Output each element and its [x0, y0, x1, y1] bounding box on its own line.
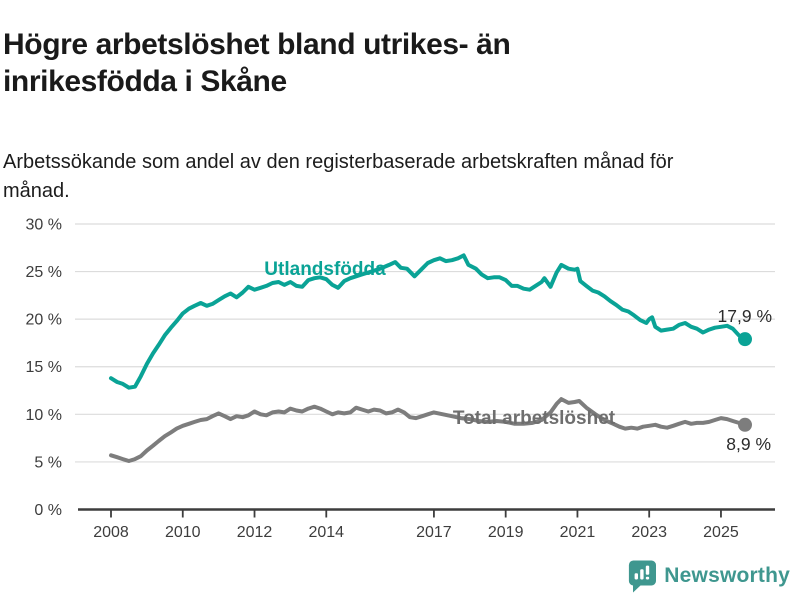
line-series-1: [109, 397, 747, 463]
y-tick-label-20: 20 %: [26, 312, 62, 329]
line-series-0: [109, 253, 747, 390]
x-tick-label-2025: 2025: [703, 524, 739, 541]
end-value-label-1: 8,9 %: [726, 434, 771, 454]
x-tick-label-2021: 2021: [560, 524, 596, 541]
y-tick-label-10: 10 %: [26, 407, 62, 424]
y-tick-label-30: 30 %: [26, 216, 62, 233]
newsworthy-logo[interactable]: Newsworthy: [627, 557, 790, 595]
end-dot-1: [737, 417, 752, 432]
page-title: Högre arbetslöshet bland utrikes- än inr…: [3, 28, 511, 99]
x-tick-label-2014: 2014: [308, 524, 344, 541]
y-tick-label-0: 0 %: [34, 502, 62, 519]
x-tick-label-2010: 2010: [165, 524, 201, 541]
x-tick-label-2019: 2019: [488, 524, 524, 541]
y-tick-label-5: 5 %: [34, 454, 62, 471]
x-tick-label-2023: 2023: [631, 524, 667, 541]
y-tick-label-25: 25 %: [26, 264, 62, 281]
end-value-label-0: 17,9 %: [718, 306, 772, 326]
newsworthy-bubble-chart-icon: [629, 559, 657, 592]
end-dot-0: [737, 332, 752, 347]
chart-subtitle: Arbetssökande som andel av den registerb…: [3, 151, 674, 202]
newsworthy-wordmark: Newsworthy: [664, 564, 790, 587]
series-label-1: Total arbetslöshet: [453, 408, 616, 429]
series-label-0: Utlandsfödda: [264, 259, 386, 280]
x-tick-label-2008: 2008: [93, 524, 129, 541]
x-tick-label-2012: 2012: [237, 524, 273, 541]
x-tick-label-2017: 2017: [416, 524, 452, 541]
y-tick-label-15: 15 %: [26, 359, 62, 376]
